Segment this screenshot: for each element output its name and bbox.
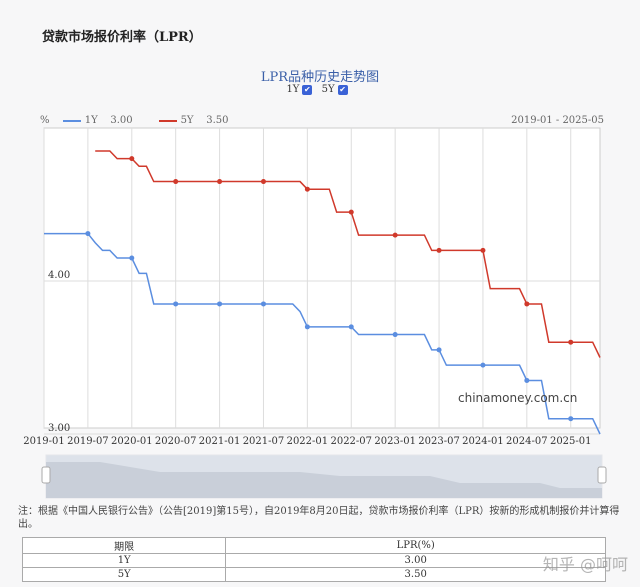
legend-5y-value: 3.50 xyxy=(206,115,229,126)
data-point-5Y xyxy=(392,232,398,238)
lpr-chart: 2019-01 2019-07 2020-01 2020-07 2021-01 2021-… xyxy=(23,127,607,499)
footnote: 注：根据《中国人民银行公告》（公告[2019]第15号），自2019年8月20日… xyxy=(18,506,620,530)
toggle-5y-checkbox[interactable]: ✔ xyxy=(337,84,348,95)
data-point-5Y xyxy=(436,247,442,253)
data-point-5Y xyxy=(260,179,266,185)
y-tick-label: 3.00 xyxy=(48,423,70,434)
table-header: 期限 LPR(%) xyxy=(21,537,606,554)
data-point-5Y xyxy=(480,247,486,253)
data-point-1Y xyxy=(480,362,486,368)
series-line-5Y xyxy=(95,150,601,358)
data-point-5Y xyxy=(304,186,310,192)
y-tick-label: 4.00 xyxy=(48,270,70,281)
series-toggles: 1Y ✔ 5Y ✔ xyxy=(0,84,640,95)
slider-handle-right[interactable] xyxy=(597,466,607,484)
x-tick-label: 2023-07 xyxy=(418,436,460,447)
x-tick-label: 2022-01 xyxy=(287,436,329,447)
cell-rate: 3.50 xyxy=(225,567,606,582)
legend-5y-swatch xyxy=(158,119,177,122)
legend-5y-name: 5Y xyxy=(180,115,194,126)
x-tick-label: 2020-07 xyxy=(155,436,197,447)
data-point-5Y xyxy=(348,209,354,215)
legend-1y-name: 1Y xyxy=(84,115,98,126)
x-tick-label: 2024-01 xyxy=(462,436,504,447)
x-tick-label: 2019-01 xyxy=(23,436,65,447)
toggle-1y-label: 1Y xyxy=(286,84,300,95)
date-range: 2019-01 - 2025-05 xyxy=(511,115,604,126)
x-tick-label: 2024-07 xyxy=(506,436,548,447)
data-point-1Y xyxy=(436,347,442,353)
data-point-1Y xyxy=(304,324,310,330)
page-title: 贷款市场报价利率（LPR） xyxy=(42,30,202,45)
legend-1y-swatch xyxy=(62,119,81,122)
data-point-5Y xyxy=(524,301,530,307)
plot-area xyxy=(43,127,601,429)
lpr-table: 期限 LPR(%) 1Y 3.00 5Y 3.50 xyxy=(21,537,606,582)
x-tick-label: 2023-01 xyxy=(374,436,416,447)
table-row: 1Y 3.00 xyxy=(21,553,606,568)
x-tick-label: 2021-01 xyxy=(199,436,241,447)
x-tick-label: 2020-01 xyxy=(111,436,153,447)
y-unit: % xyxy=(40,115,50,126)
data-point-5Y xyxy=(217,179,223,185)
data-point-1Y xyxy=(173,301,179,307)
legend-1y-value: 3.00 xyxy=(110,115,133,126)
x-tick-label: 2025-01 xyxy=(550,436,592,447)
slider-handle-left[interactable] xyxy=(41,466,51,484)
data-point-1Y xyxy=(392,332,398,338)
cell-term: 1Y xyxy=(21,553,227,568)
data-point-1Y xyxy=(348,324,354,330)
chart-title: LPR品种历史走势图 xyxy=(260,70,380,85)
toggle-1y-checkbox[interactable]: ✔ xyxy=(302,84,313,95)
x-tick-label: 2021-07 xyxy=(243,436,285,447)
watermark: 知乎 @呵呵 xyxy=(542,555,628,574)
cell-term: 5Y xyxy=(21,567,227,582)
data-point-1Y xyxy=(524,377,530,383)
data-point-1Y xyxy=(217,301,223,307)
data-point-5Y xyxy=(173,179,179,185)
legend: % 1Y 3.00 5Y 3.50 xyxy=(40,115,229,126)
data-point-5Y xyxy=(129,156,135,162)
slider-preview xyxy=(46,462,602,498)
data-point-1Y xyxy=(85,231,91,237)
table-row: 5Y 3.50 xyxy=(21,567,606,582)
header-term: 期限 xyxy=(21,537,227,554)
data-point-1Y xyxy=(129,255,135,261)
data-point-5Y xyxy=(568,339,574,345)
data-point-1Y xyxy=(568,416,574,422)
toggle-5y-label: 5Y xyxy=(321,84,335,95)
source-label: chinamoney.com.cn xyxy=(458,391,578,405)
data-point-1Y xyxy=(260,301,266,307)
series-line-1Y xyxy=(44,232,601,435)
x-tick-label: 2019-07 xyxy=(67,436,109,447)
x-tick-label: 2022-07 xyxy=(330,436,372,447)
